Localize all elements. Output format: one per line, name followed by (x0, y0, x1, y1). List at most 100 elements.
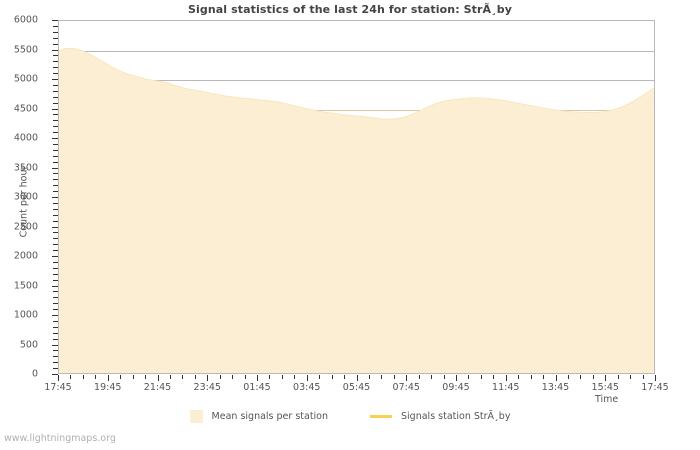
x-minor-tick (294, 375, 296, 379)
x-tick-label-0: 17:45 (44, 382, 72, 393)
y-minor-tick (53, 155, 58, 157)
y-tick-label-3500: 3500 (13, 162, 38, 173)
x-minor-tick (194, 375, 196, 379)
x-tick-1 (107, 375, 109, 381)
y-minor-tick (53, 73, 58, 75)
gridline-5000 (59, 80, 654, 81)
y-minor-tick (53, 297, 58, 299)
y-minor-tick (53, 43, 58, 45)
x-minor-tick (182, 375, 184, 379)
x-minor-tick (642, 375, 644, 379)
x-minor-tick (393, 375, 395, 379)
y-tick-3500 (52, 167, 58, 169)
watermark: www.lightningmaps.org (4, 433, 116, 444)
y-minor-tick (53, 238, 58, 240)
y-minor-tick (53, 161, 58, 163)
x-minor-tick (281, 375, 283, 379)
y-tick-label-1500: 1500 (13, 280, 38, 291)
y-minor-tick (53, 303, 58, 305)
y-minor-tick (53, 267, 58, 269)
x-minor-tick (480, 375, 482, 379)
y-minor-tick (53, 244, 58, 246)
x-minor-tick (344, 375, 346, 379)
y-minor-tick (53, 291, 58, 293)
chart-legend: Mean signals per station Signals station… (0, 410, 700, 423)
y-tick-3000 (52, 197, 58, 198)
y-minor-tick (53, 84, 58, 86)
y-minor-tick (53, 179, 58, 181)
x-minor-tick (70, 375, 72, 379)
x-tick-label-8: 09:45 (442, 382, 470, 393)
x-minor-tick (244, 375, 246, 379)
x-tick-9 (505, 375, 507, 381)
y-minor-tick (53, 208, 58, 210)
y-minor-tick (53, 120, 58, 122)
x-minor-tick (381, 375, 383, 379)
y-minor-tick (53, 368, 58, 370)
x-tick-11 (605, 375, 607, 381)
y-minor-tick (53, 250, 58, 252)
legend-label-station-signals: Signals station StrÃ¸by (401, 411, 511, 422)
x-tick-3 (207, 375, 209, 381)
y-tick-500 (52, 344, 58, 346)
x-tick-label-12: 17:45 (641, 382, 669, 393)
x-minor-tick (232, 375, 234, 379)
x-minor-tick (592, 375, 594, 379)
x-minor-tick (580, 375, 582, 379)
x-tick-6 (356, 375, 358, 381)
x-tick-12 (655, 375, 656, 381)
legend-item-station-signals: Signals station StrÃ¸by (370, 411, 510, 422)
y-tick-label-6000: 6000 (13, 14, 38, 26)
x-tick-label-6: 05:45 (342, 382, 371, 393)
x-tick-7 (406, 375, 408, 381)
y-minor-tick (53, 185, 58, 187)
y-tick-label-500: 500 (19, 339, 38, 350)
x-minor-tick (567, 375, 569, 379)
y-tick-6000 (52, 20, 58, 21)
x-minor-tick (95, 375, 97, 379)
chart-title: Signal statistics of the last 24h for st… (187, 3, 513, 16)
y-minor-tick (53, 220, 58, 222)
y-tick-label-0: 0 (31, 368, 38, 380)
x-minor-tick (443, 375, 445, 379)
x-minor-tick (518, 375, 520, 379)
y-tick-5500 (52, 49, 58, 51)
y-tick-label-4500: 4500 (13, 103, 38, 114)
x-tick-2 (157, 375, 159, 381)
y-minor-tick (53, 149, 58, 151)
x-minor-tick (169, 375, 171, 379)
x-minor-tick (132, 375, 134, 379)
y-minor-tick (53, 320, 58, 322)
x-axis-title: Time (595, 394, 619, 405)
y-tick-label-4000: 4000 (13, 132, 38, 144)
y-minor-tick (53, 232, 58, 234)
y-tick-2500 (52, 226, 58, 228)
gridline-4500 (59, 109, 654, 111)
y-minor-tick (53, 37, 58, 39)
y-minor-tick (53, 25, 58, 27)
x-minor-tick (543, 375, 545, 379)
y-minor-tick (53, 143, 58, 145)
legend-item-mean-signals: Mean signals per station (189, 410, 328, 423)
y-minor-tick (53, 332, 58, 334)
x-tick-8 (456, 375, 457, 381)
y-minor-tick (53, 362, 58, 364)
x-minor-tick (530, 375, 532, 379)
x-minor-tick (219, 375, 221, 379)
y-minor-tick (53, 55, 58, 57)
y-minor-tick (53, 126, 58, 128)
y-minor-tick (53, 309, 58, 311)
y-minor-tick (53, 67, 58, 69)
x-tick-label-3: 23:45 (193, 382, 221, 393)
x-minor-tick (418, 375, 420, 379)
y-minor-tick (53, 261, 58, 263)
line-swatch-icon (370, 415, 393, 418)
x-minor-tick (468, 375, 470, 379)
y-tick-label-2500: 2500 (13, 221, 38, 232)
x-tick-0 (58, 375, 59, 381)
y-minor-tick (53, 356, 58, 358)
y-minor-tick (53, 350, 58, 352)
y-minor-tick (53, 61, 58, 63)
y-minor-tick (53, 102, 58, 104)
